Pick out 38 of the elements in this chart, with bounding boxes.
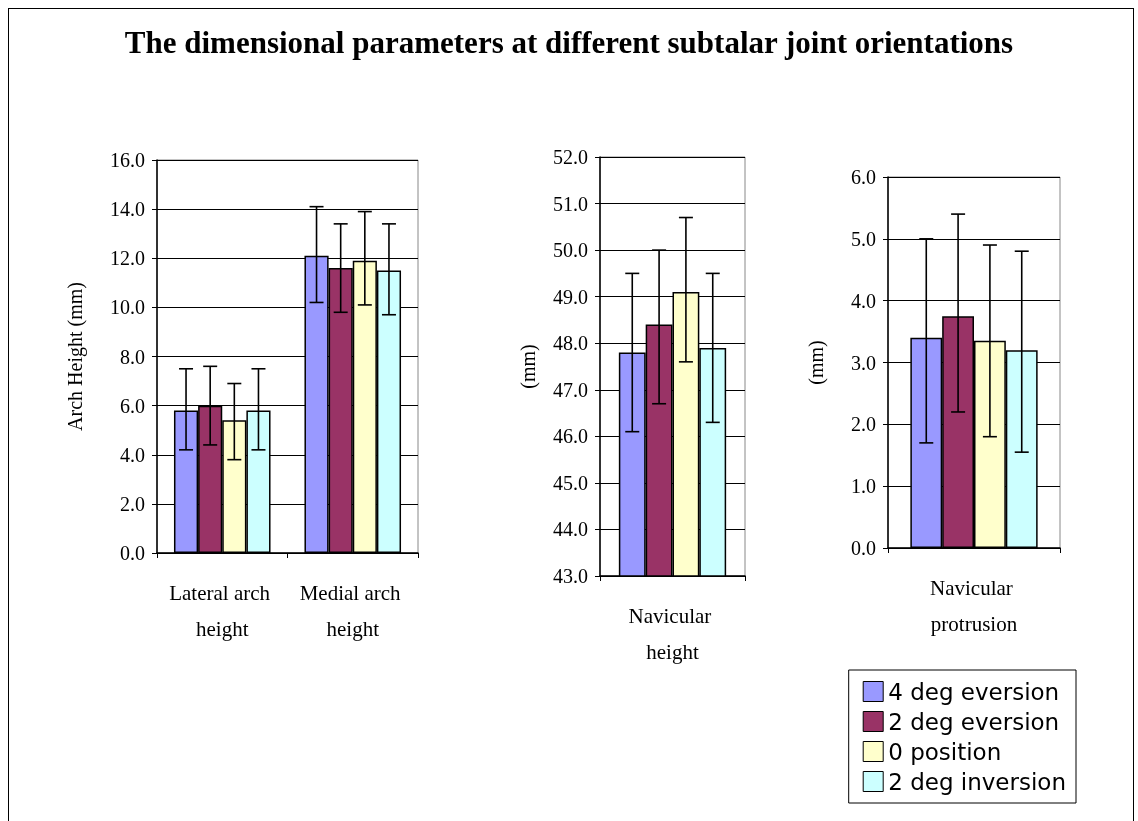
y-tick-label: 0.0 [851, 537, 876, 559]
y-tick-label: 6.0 [120, 394, 145, 417]
y-tick-label: 45.0 [553, 471, 588, 494]
legend-label: 4 deg eversion [888, 678, 1060, 705]
legend-label: 2 deg inversion [888, 768, 1066, 795]
legend-label: 0 position [888, 738, 1002, 765]
y-tick-label: 2.0 [851, 413, 876, 436]
y-tick-label: 0.0 [120, 542, 145, 564]
x-tick-label: Navicular height [628, 604, 717, 664]
y-tick-label: 49.0 [553, 285, 588, 308]
y-tick-label: 2.0 [120, 492, 145, 515]
y-tick-label: 5.0 [851, 227, 876, 250]
y-tick-label: 16.0 [110, 149, 145, 171]
y-tick-label: 8.0 [120, 345, 145, 368]
y-tick-label: 48.0 [553, 332, 588, 355]
y-axis-title: (mm) [517, 344, 540, 389]
y-tick-label: 47.0 [553, 378, 588, 401]
x-tick-label: Lateral arch height [169, 581, 276, 641]
y-tick-label: 14.0 [110, 198, 145, 221]
y-tick-label: 46.0 [553, 425, 588, 448]
x-tick-label: Medial arch height [299, 581, 406, 641]
y-tick-label: 51.0 [553, 192, 588, 215]
y-tick-label: 4.0 [851, 289, 876, 312]
y-tick-label: 44.0 [553, 518, 588, 541]
y-tick-label: 50.0 [553, 239, 588, 262]
legend-label: 2 deg eversion [888, 708, 1060, 735]
y-tick-label: 6.0 [851, 166, 876, 188]
y-tick-label: 52.0 [553, 146, 588, 168]
y-axis-title: Arch Height (mm) [64, 282, 87, 431]
y-tick-label: 12.0 [110, 247, 145, 270]
y-tick-label: 1.0 [851, 475, 876, 498]
y-tick-label: 43.0 [553, 565, 588, 587]
y-tick-label: 3.0 [851, 351, 876, 374]
y-axis-title: (mm) [805, 340, 828, 385]
text: The dimensional parameters at different subtalar joint orientations [124, 25, 1014, 60]
y-tick-label: 4.0 [120, 443, 145, 466]
y-tick-label: 10.0 [110, 296, 145, 319]
x-tick-label: Navicular protrusion [929, 576, 1019, 636]
